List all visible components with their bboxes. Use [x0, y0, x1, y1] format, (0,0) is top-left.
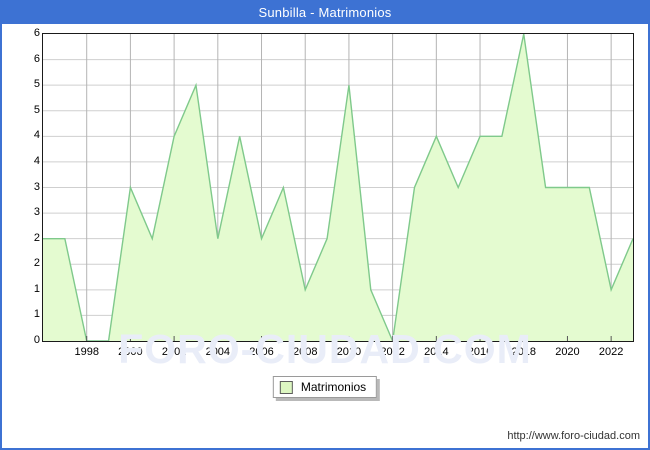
x-tick-label: 2002	[161, 346, 187, 358]
y-tick-label: 2	[33, 257, 40, 270]
x-tick-label: 2004	[205, 346, 231, 358]
chart-area: 0 1 1 2 2 3 3 4 4 5 5 6 6 1998 2000 2002 2004 2006 2008 20…	[2, 24, 648, 448]
y-axis-labels: 0 1 1 2 2 3 3 4 4 5 5 6 6	[8, 24, 40, 448]
x-tick-label: 1998	[74, 346, 99, 358]
x-tick-label: 2012	[380, 346, 405, 358]
x-tick-label: 2016	[467, 346, 493, 358]
y-tick-label: 6	[33, 27, 40, 39]
x-axis-labels: 1998 2000 2002 2004 2006 2008 2010 2012 2014 2016…	[42, 346, 634, 366]
x-tick-label: 2006	[249, 346, 274, 358]
y-tick-label: 5	[33, 78, 40, 91]
footer-url: http://www.foro-ciudad.com	[507, 430, 640, 442]
plot-region	[42, 33, 634, 342]
legend-label-matrimonios: Matrimonios	[300, 380, 367, 394]
y-tick-label: 4	[33, 129, 40, 142]
y-tick-label: 2	[33, 231, 40, 244]
area-chart-svg	[43, 34, 633, 341]
axis-ticks	[86, 336, 612, 341]
series-matrimonios	[43, 34, 633, 341]
x-tick-label: 2014	[424, 346, 449, 358]
x-tick-label: 2020	[555, 346, 580, 358]
x-tick-label: 2000	[118, 346, 143, 358]
y-tick-label: 6	[33, 52, 40, 65]
chart-legend[interactable]: Matrimonios	[272, 376, 378, 398]
y-tick-label: 4	[33, 154, 40, 167]
y-tick-label: 0	[33, 334, 40, 346]
y-tick-label: 5	[33, 103, 40, 116]
x-tick-label: 2008	[292, 346, 318, 358]
x-tick-label: 2022	[598, 346, 624, 358]
y-tick-label: 3	[33, 206, 40, 219]
x-tick-label: 2018	[511, 346, 536, 358]
legend-swatch-matrimonios	[279, 380, 293, 394]
y-tick-label: 1	[33, 282, 40, 295]
y-tick-label: 1	[33, 308, 40, 321]
y-tick-label: 3	[33, 180, 40, 193]
x-tick-label: 2010	[336, 346, 362, 358]
window-title: Sunbilla - Matrimonios	[2, 2, 648, 24]
